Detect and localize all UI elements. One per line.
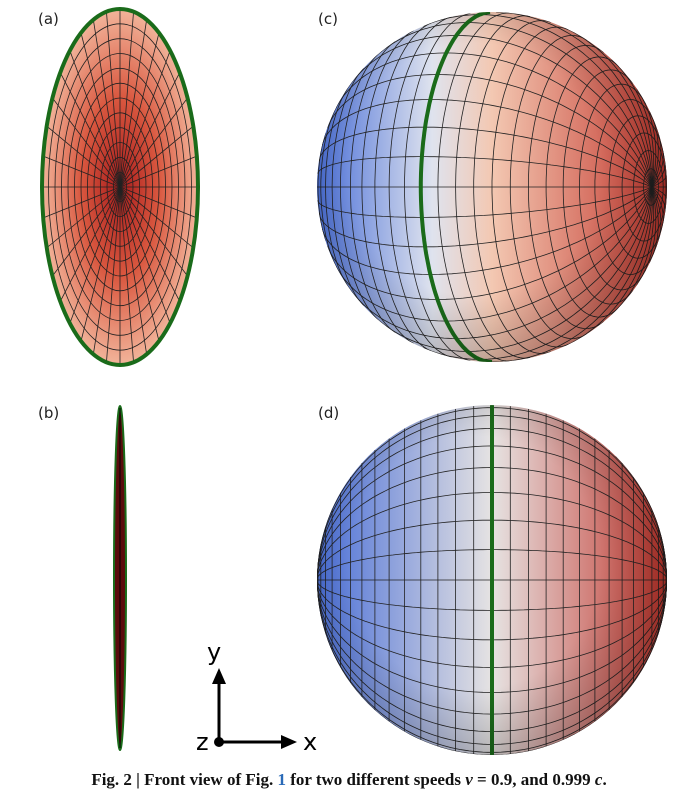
grid-line <box>69 50 121 188</box>
grid-line <box>92 186 121 355</box>
outline <box>40 7 200 367</box>
grid-line <box>43 186 121 219</box>
grid-line <box>119 50 171 188</box>
axes-icon: y z x <box>196 638 317 756</box>
grid-line <box>119 186 134 363</box>
caption-text: . <box>602 770 606 789</box>
axis-label: x <box>303 728 317 756</box>
grid-line <box>119 186 148 355</box>
grid-line <box>59 72 121 188</box>
axis-label: y <box>207 638 221 666</box>
grid-line <box>46 186 121 249</box>
grid-line <box>43 155 121 188</box>
panel-c <box>317 12 667 362</box>
panel-a <box>40 7 200 367</box>
panel-label: (a) <box>38 10 59 28</box>
grid-line <box>69 186 121 324</box>
panel-label: (b) <box>38 404 59 422</box>
panel-label: (d) <box>318 404 339 422</box>
grid-line <box>106 186 121 363</box>
grid-line <box>106 11 121 188</box>
figure-ref[interactable]: 1 <box>277 770 286 789</box>
grid-line <box>119 186 194 249</box>
grid-line <box>92 19 121 188</box>
grid-line <box>119 97 188 188</box>
grid-line <box>119 186 197 219</box>
grid-line <box>119 186 171 324</box>
grid-line <box>119 72 181 188</box>
grid-line <box>80 186 121 342</box>
grid-line <box>52 97 121 188</box>
grid-line <box>119 11 134 188</box>
caption-text: = 0.9, and 0.999 <box>473 770 595 789</box>
grid-line <box>80 32 121 188</box>
grid-line <box>119 125 194 188</box>
grid-line <box>59 186 121 302</box>
grid-line <box>119 19 148 188</box>
grid-line <box>119 155 197 188</box>
grid-line <box>46 125 121 188</box>
caption-text: Fig. 2 | Front view of Fig. <box>91 770 277 789</box>
grid-line <box>119 186 181 302</box>
grid-line <box>119 32 160 188</box>
grid-line <box>119 186 160 342</box>
panel-d <box>317 405 667 755</box>
axis-label: z <box>196 728 209 756</box>
caption: Fig. 2 | Front view of Fig. 1 for two di… <box>91 770 606 789</box>
caption-var: v <box>465 770 473 789</box>
panel-label: (c) <box>318 10 338 28</box>
grid-line <box>52 186 121 277</box>
grid-line <box>119 186 188 277</box>
caption-text: for two different speeds <box>286 770 465 789</box>
caption-unit: c <box>595 770 603 789</box>
panel-b <box>113 405 127 751</box>
